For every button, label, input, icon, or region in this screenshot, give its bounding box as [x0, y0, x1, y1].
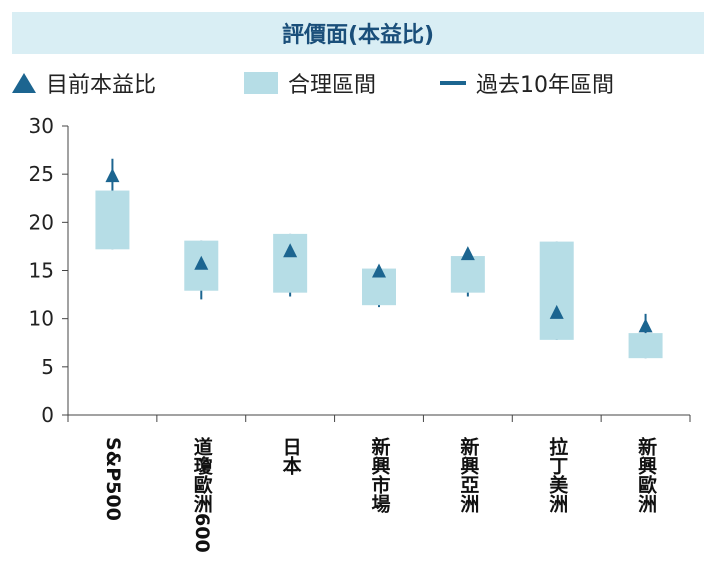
x-category-label: 拉丁美洲 [546, 436, 568, 513]
legend-label-fair-range: 合理區間 [288, 73, 377, 98]
x-category-label: 道瓊歐洲600 [191, 436, 213, 553]
current-pe-marker [460, 246, 475, 261]
fair-range-box [95, 190, 130, 250]
current-pe-marker [372, 263, 386, 278]
fair-range-box [628, 333, 663, 359]
x-category-label: 日本 [280, 437, 302, 476]
triangle-icon [12, 73, 36, 93]
x-category-label: 新興市場 [369, 436, 391, 514]
x-category-label: 新興亞洲 [457, 436, 479, 513]
y-tick-label: 20 [29, 210, 54, 234]
y-tick-label: 10 [29, 307, 54, 331]
legend-item-fair-range: 合理區間 [244, 66, 376, 100]
x-category-label: 新興歐洲 [635, 436, 657, 513]
y-tick-label: 0 [41, 403, 54, 427]
legend-label-current: 目前本益比 [46, 73, 157, 98]
y-tick-label: 25 [29, 162, 54, 186]
current-pe-marker [638, 318, 653, 333]
fair-range-box [539, 241, 574, 340]
legend-item-ten-year-range: 過去10年區間 [440, 66, 614, 100]
fair-range-box [273, 233, 308, 293]
fair-range-box [450, 256, 485, 293]
y-tick-label: 15 [29, 259, 54, 283]
current-pe-marker [194, 255, 209, 270]
legend: 目前本益比 合理區間 過去10年區間 [0, 66, 714, 100]
chart-title: 評價面(本益比) [281, 23, 435, 48]
x-category-label: S&P500 [102, 437, 124, 521]
current-pe-marker [105, 168, 120, 183]
chart-title-bar: 評價面(本益比) [12, 12, 704, 54]
box-swatch-icon [244, 72, 278, 94]
line-swatch-icon [440, 81, 466, 85]
y-tick-label: 30 [29, 114, 54, 138]
current-pe-marker [549, 304, 564, 319]
current-pe-marker [283, 243, 298, 258]
legend-item-current: 目前本益比 [12, 66, 156, 100]
y-tick-label: 5 [41, 355, 54, 379]
legend-label-ten-year-range: 過去10年區間 [476, 73, 614, 98]
